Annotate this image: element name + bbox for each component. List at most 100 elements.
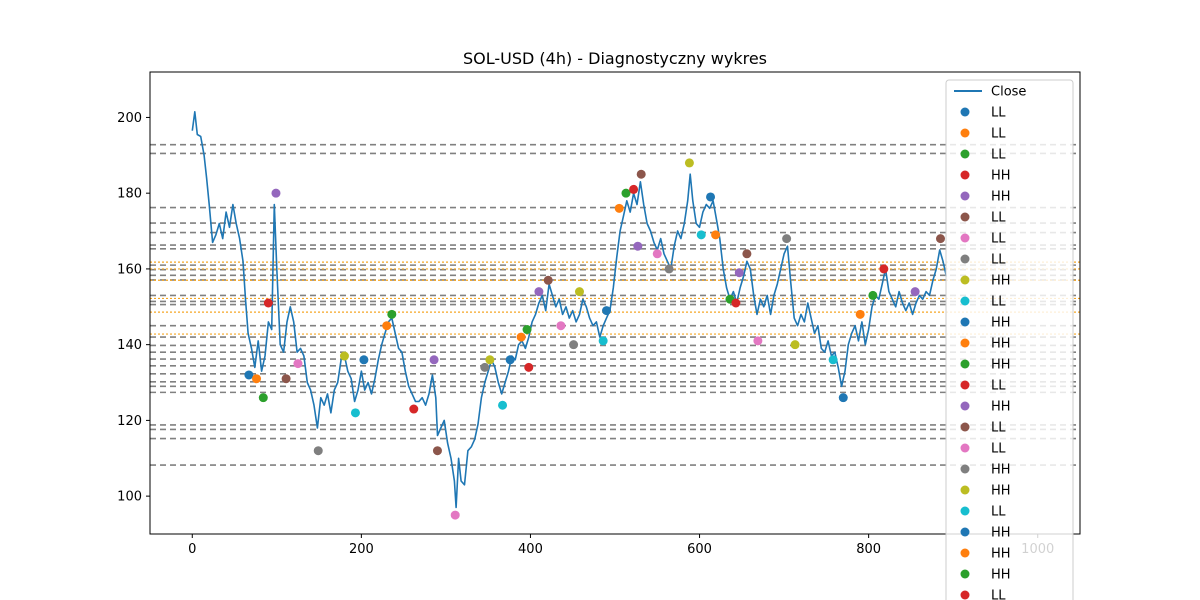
legend-marker-swatch — [960, 296, 970, 306]
legend-marker-swatch — [960, 191, 970, 201]
swing-point-marker — [263, 298, 273, 308]
legend-label: LL — [991, 148, 1006, 163]
swing-point-marker — [359, 355, 369, 365]
swing-point-marker — [252, 374, 262, 384]
legend-label: HH — [991, 190, 1011, 205]
swing-point-marker — [936, 234, 945, 244]
swing-point-marker — [498, 400, 508, 410]
swing-point-marker — [432, 446, 442, 456]
swing-point-marker — [734, 268, 744, 278]
legend-label: LL — [991, 421, 1006, 436]
swing-point-marker — [271, 188, 281, 198]
legend-label: HH — [991, 316, 1011, 331]
legend-label: HH — [991, 274, 1011, 289]
swing-point-marker — [574, 287, 584, 297]
legend-marker-swatch — [960, 527, 970, 537]
swing-point-marker — [711, 230, 721, 240]
swing-point-marker — [614, 203, 624, 213]
chart-title: SOL-USD (4h) - Diagnostyczny wykres — [463, 49, 767, 68]
legend-marker-swatch — [960, 212, 970, 222]
swing-point-marker — [485, 355, 495, 365]
legend-label: LL — [991, 211, 1006, 226]
legend-label: LL — [991, 295, 1006, 310]
swing-point-marker — [522, 325, 532, 335]
swing-point-marker — [534, 287, 544, 297]
legend-label: LL — [991, 505, 1006, 520]
legend-label: LL — [991, 127, 1006, 142]
y-tick-label: 180 — [117, 187, 142, 202]
legend-marker-swatch — [960, 464, 970, 474]
plot-area: 02004006008001000100120140160180200 — [117, 71, 1081, 557]
legend-label: HH — [991, 358, 1011, 373]
plot-frame — [149, 71, 1081, 535]
swing-point-marker — [598, 336, 608, 346]
legend-marker-swatch — [960, 548, 970, 558]
x-tick-label: 200 — [349, 542, 374, 557]
y-tick-label: 120 — [117, 414, 142, 429]
swing-point-marker — [480, 362, 490, 372]
swing-point-marker — [731, 298, 741, 308]
legend-label: HH — [991, 484, 1011, 499]
swing-point-marker — [838, 393, 848, 403]
x-tick-label: 800 — [856, 542, 881, 557]
legend-marker-swatch — [960, 170, 970, 180]
swing-point-marker — [382, 321, 392, 331]
swing-point-marker — [450, 510, 460, 520]
legend-marker-swatch — [960, 254, 970, 264]
legend-label: LL — [991, 253, 1006, 268]
legend-box — [945, 79, 1074, 600]
x-tick-label: 0 — [188, 542, 196, 557]
legend-label: Close — [991, 85, 1026, 100]
swing-point-marker — [753, 336, 763, 346]
legend-marker-swatch — [960, 338, 970, 348]
swing-point-marker — [387, 309, 397, 319]
close-price-line — [191, 111, 948, 509]
swing-point-marker — [516, 332, 526, 342]
legend-marker-swatch — [960, 443, 970, 453]
plot-clip-group — [150, 111, 1080, 520]
legend-marker-swatch — [960, 569, 970, 579]
legend-label: LL — [991, 106, 1006, 121]
swing-point-marker — [258, 393, 268, 403]
swing-point-marker — [409, 404, 419, 414]
swing-point-marker — [879, 264, 889, 274]
legend-marker-swatch — [960, 107, 970, 117]
swing-point-marker — [602, 306, 612, 316]
y-tick-label: 200 — [117, 111, 142, 126]
legend-marker-swatch — [960, 422, 970, 432]
swing-point-marker — [281, 374, 291, 384]
swing-point-marker — [684, 158, 694, 168]
legend-marker-swatch — [960, 359, 970, 369]
legend-label: HH — [991, 400, 1011, 415]
legend-marker-swatch — [960, 149, 970, 159]
swing-point-marker — [339, 351, 349, 361]
swing-point-marker — [636, 169, 646, 179]
swing-point-marker — [828, 355, 838, 365]
swing-point-marker — [543, 275, 553, 285]
swing-point-marker — [524, 362, 534, 372]
swing-point-marker — [629, 184, 639, 194]
legend-marker-swatch — [960, 590, 970, 600]
swing-point-marker — [696, 230, 706, 240]
legend-marker-swatch — [960, 506, 970, 516]
y-tick-label: 100 — [117, 490, 142, 505]
legend-marker-swatch — [960, 128, 970, 138]
x-tick-label: 400 — [518, 542, 543, 557]
legend-label: LL — [991, 232, 1006, 247]
swing-point-marker — [505, 355, 515, 365]
legend-marker-swatch — [960, 401, 970, 411]
legend-label: HH — [991, 547, 1011, 562]
legend-marker-swatch — [960, 317, 970, 327]
swing-point-marker — [621, 188, 631, 198]
y-tick-label: 140 — [117, 338, 142, 353]
swing-point-marker — [350, 408, 360, 418]
legend-label: LL — [991, 379, 1006, 394]
legend-label: LL — [991, 589, 1006, 600]
swing-point-marker — [868, 290, 878, 300]
legend-label: HH — [991, 526, 1011, 541]
swing-point-marker — [742, 249, 752, 259]
legend-label: HH — [991, 337, 1011, 352]
y-tick-label: 160 — [117, 262, 142, 277]
swing-point-marker — [782, 234, 792, 244]
swing-point-marker — [910, 287, 920, 297]
